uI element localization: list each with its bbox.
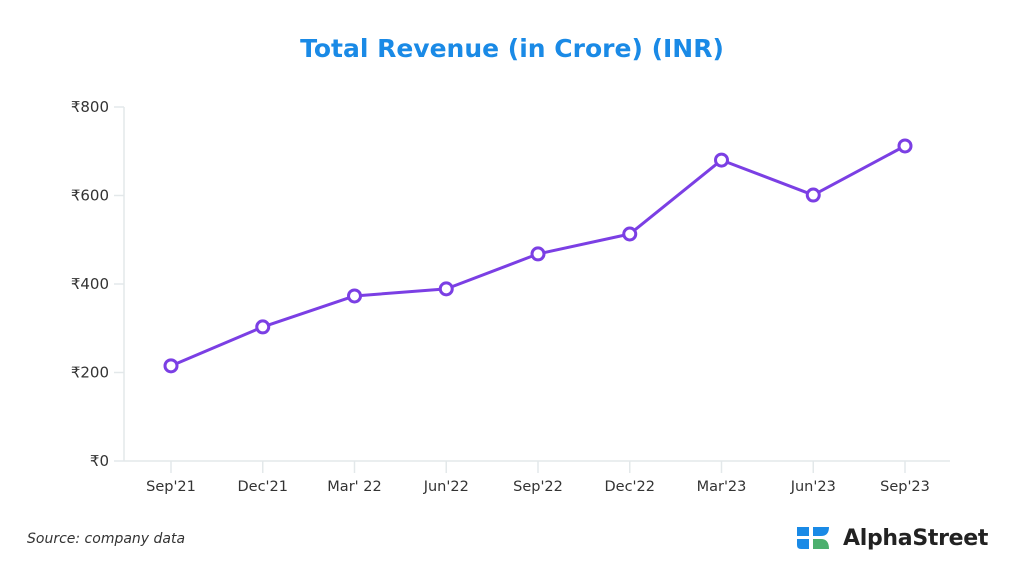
data-point: [714, 152, 729, 168]
data-point: [805, 187, 821, 203]
y-tick-label: ₹0: [90, 452, 109, 470]
data-point: [347, 288, 362, 304]
x-tick-label: Jun'23: [790, 479, 836, 495]
series-total-revenue: [163, 138, 913, 374]
x-tick-label: Sep'22: [513, 479, 563, 495]
x-tick-label: Dec'22: [605, 479, 656, 495]
data-point: [897, 138, 913, 154]
y-tick-label: ₹600: [71, 187, 109, 205]
x-tick-label: Jun'22: [423, 479, 469, 495]
x-tick-label: Sep'23: [880, 479, 930, 495]
y-tick-label: ₹200: [71, 364, 109, 382]
data-point: [622, 226, 638, 242]
source-note: Source: company data: [27, 531, 186, 547]
y-tick-label: ₹800: [71, 98, 109, 116]
x-tick-label: Dec'21: [238, 479, 289, 495]
x-tick-label: Mar' 22: [327, 479, 381, 495]
chart-title: Total Revenue (in Crore) (INR): [300, 34, 724, 63]
data-point: [163, 358, 179, 374]
alphastreet-logo-icon: [797, 527, 829, 549]
data-point: [438, 281, 454, 297]
data-point: [255, 319, 271, 335]
brand-name: AlphaStreet: [843, 525, 989, 551]
data-point: [530, 246, 546, 262]
alphastreet-logo: AlphaStreet: [795, 525, 988, 551]
y-axis: ₹0 ₹200 ₹400 ₹600 ₹800: [71, 98, 125, 470]
x-tick-label: Sep'21: [146, 479, 196, 495]
x-axis: Sep'21 Dec'21 Mar' 22 Jun'22 Sep'22 Dec'22 Mar…: [124, 460, 950, 495]
x-tick-label: Mar'23: [697, 479, 747, 495]
y-tick-label: ₹400: [71, 275, 109, 293]
